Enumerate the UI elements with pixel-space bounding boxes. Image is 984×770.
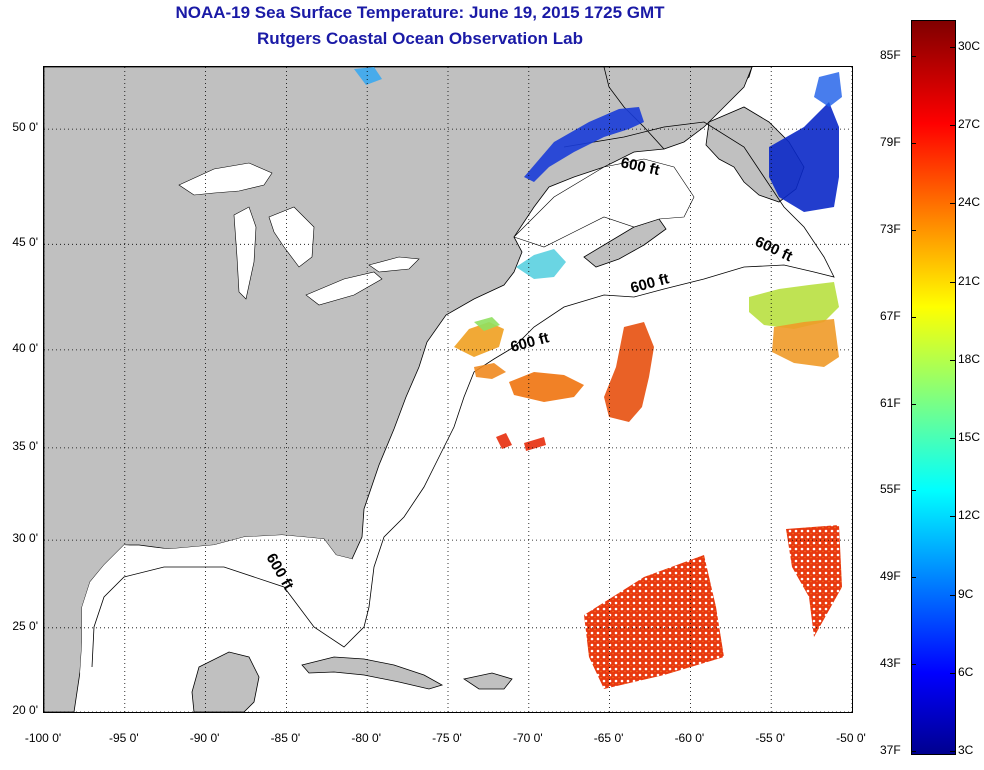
colorbar-gradient [912, 21, 955, 754]
sst-cold-gulf [524, 107, 644, 182]
sst-mid-atlantic [454, 322, 504, 357]
sst-cape-cod [474, 317, 500, 331]
contour-label-2: 600 ft [752, 233, 795, 265]
lon-tick-label: -50 0' [836, 731, 866, 745]
land-labrador [603, 67, 753, 150]
sst-small-2 [524, 437, 546, 451]
colorbar-tick [950, 203, 955, 205]
colorbar-tick [950, 672, 955, 674]
colorbar-tick [950, 125, 955, 127]
lat-tick-label: 30 0' [12, 531, 38, 546]
lon-tick-label: -80 0' [351, 731, 382, 745]
colorbar-tick [911, 577, 916, 579]
colorbar-celsius-label: 27C [958, 117, 981, 132]
colorbar-fahrenheit-label: 73F [880, 221, 901, 236]
colorbar-tick [911, 403, 916, 405]
map-subtitle: Rutgers Coastal Ocean Observation Lab [257, 29, 583, 48]
sst-cold-labrador [814, 72, 842, 107]
colorbar-celsius-label: 18C [958, 351, 981, 366]
sst-gulf-stream-2 [604, 322, 654, 422]
sst-gulf-stream-3 [474, 363, 506, 379]
lon-tick-label: -65 0' [593, 731, 624, 745]
land-north-america [44, 67, 753, 712]
sst-east-swath [786, 525, 842, 637]
land-yucatan [191, 651, 260, 712]
colorbar-celsius-label: 21C [958, 273, 981, 288]
colorbar-tick [911, 56, 916, 57]
colorbar-fahrenheit-label: 55F [880, 482, 901, 497]
lon-tick-label: -85 0' [270, 731, 301, 745]
land-nova-scotia [583, 218, 667, 268]
land-cuba [301, 656, 444, 690]
map-grid [44, 67, 852, 712]
colorbar-tick [911, 490, 916, 492]
colorbar-tick [911, 142, 916, 144]
lake-erie [305, 271, 383, 306]
lon-tick-label: -55 0' [755, 731, 786, 745]
colorbar-celsius-label: 30C [958, 39, 981, 53]
sst-northeast-warm [772, 319, 839, 367]
sst-gulf-of-maine [516, 249, 566, 279]
colorbar-fahrenheit-label: 79F [880, 134, 901, 149]
lat-tick-label: 45 0' [12, 235, 38, 250]
colorbar-tick [950, 359, 955, 361]
sst-south-swath [584, 555, 724, 689]
colorbar-fahrenheit-label: 49F [880, 569, 901, 584]
lake-superior [178, 162, 273, 196]
lon-tick-label: -95 0' [108, 731, 139, 745]
map-title: NOAA-19 Sea Surface Temperature: June 19… [175, 3, 665, 22]
lon-tick-label: -90 0' [189, 731, 220, 745]
colorbar-tick [911, 664, 916, 666]
lon-tick-label: -100 0' [24, 731, 62, 745]
sst-gulf-stream-1 [509, 372, 584, 402]
colorbar-fahrenheit-label: 37F [880, 743, 901, 757]
colorbar-fahrenheit-label: 61F [880, 395, 901, 410]
colorbar-tick [950, 516, 955, 518]
lat-tick-label: 25 0' [12, 618, 38, 633]
gulf-st-lawrence [513, 158, 695, 248]
sst-cold-hudson [354, 67, 382, 85]
contour-label-4: 600 ft [509, 329, 551, 356]
lake-michigan [233, 206, 257, 300]
colorbar-tick [950, 281, 955, 283]
map-canvas: 600 ft 600 ft 600 ft 600 ft 600 ft [44, 67, 852, 712]
lat-tick-label: 40 0' [12, 340, 38, 355]
colorbar-celsius-label: 9C [958, 586, 974, 601]
colorbar-celsius-label: 15C [958, 430, 981, 445]
colorbar [911, 20, 956, 755]
colorbar-tick [911, 229, 916, 231]
lake-ontario [368, 256, 420, 273]
colorbar-tick [911, 316, 916, 318]
lat-tick-label: 35 0' [12, 438, 38, 453]
lon-tick-label: -75 0' [432, 731, 462, 745]
colorbar-tick [911, 751, 916, 752]
sst-small-1 [496, 433, 512, 449]
sst-cold-newfoundland [769, 102, 839, 212]
sst-map[interactable]: 600 ft 600 ft 600 ft 600 ft 600 ft [43, 66, 853, 713]
contour-600ft [91, 121, 835, 668]
colorbar-celsius-label: 3C [958, 743, 974, 757]
lon-tick-label: -70 0' [512, 731, 543, 745]
lake-huron [268, 206, 315, 268]
colorbar-tick [950, 594, 955, 596]
colorbar-tick [950, 438, 955, 440]
gulf-of-mexico [80, 535, 364, 712]
lat-tick-label: 50 0' [12, 120, 38, 135]
colorbar-tick [950, 47, 955, 48]
colorbar-celsius-label: 6C [958, 664, 974, 679]
land-hispaniola [462, 672, 513, 690]
colorbar-fahrenheit-label: 43F [880, 656, 901, 671]
sst-northeast-front [749, 282, 839, 329]
lat-tick-label: 20 0' [12, 703, 38, 717]
colorbar-celsius-label: 24C [958, 195, 981, 210]
colorbar-fahrenheit-label: 67F [880, 308, 901, 323]
colorbar-fahrenheit-label: 85F [880, 48, 901, 62]
colorbar-celsius-label: 12C [958, 508, 981, 523]
colorbar-tick [950, 751, 955, 752]
lon-tick-label: -60 0' [674, 731, 705, 745]
